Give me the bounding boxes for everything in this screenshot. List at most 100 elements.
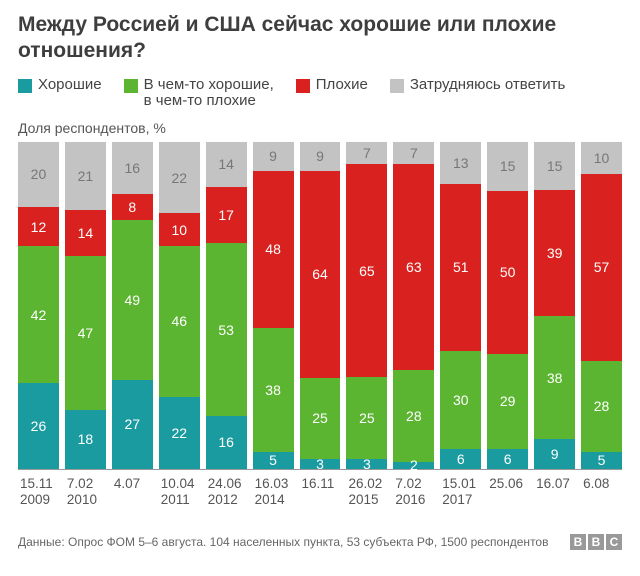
bar: 14175316 xyxy=(206,142,247,469)
bar-segment-dk: 9 xyxy=(300,142,341,171)
bar-segment-mixed: 42 xyxy=(18,246,59,383)
bar: 22104622 xyxy=(159,142,200,469)
segment-value: 16 xyxy=(125,161,141,175)
segment-value: 14 xyxy=(78,226,94,240)
segment-value: 29 xyxy=(500,394,516,408)
bar-segment-bad: 63 xyxy=(393,164,434,370)
bar-segment-dk: 9 xyxy=(253,142,294,171)
footer: Данные: Опрос ФОМ 5–6 августа. 104 насел… xyxy=(18,534,622,550)
segment-value: 10 xyxy=(594,151,610,165)
bar-segment-bad: 65 xyxy=(346,164,387,377)
segment-value: 14 xyxy=(218,157,234,171)
x-axis: 15.1120097.0220104.0710.04201124.0620121… xyxy=(18,476,622,508)
bar-segment-dk: 13 xyxy=(440,142,481,185)
bar-segment-good: 16 xyxy=(206,416,247,468)
bar-segment-good: 3 xyxy=(300,459,341,469)
x-tick-label: 10.042011 xyxy=(159,476,200,508)
segment-value: 3 xyxy=(316,457,324,471)
segment-value: 50 xyxy=(500,265,516,279)
segment-value: 48 xyxy=(265,242,281,256)
segment-value: 18 xyxy=(78,432,94,446)
segment-value: 9 xyxy=(551,447,559,461)
legend-label: Затрудняюсь ответить xyxy=(410,77,565,94)
bar-segment-good: 6 xyxy=(487,449,528,469)
bar-segment-mixed: 46 xyxy=(159,246,200,396)
segment-value: 39 xyxy=(547,246,563,260)
segment-value: 25 xyxy=(312,411,328,425)
bar: 7 63 28 2 xyxy=(393,142,434,469)
legend-item: Плохие xyxy=(296,77,368,94)
bar-segment-bad: 17 xyxy=(206,187,247,243)
segment-value: 51 xyxy=(453,260,469,274)
bar: 15 39 38 9 xyxy=(534,142,575,469)
y-axis-label: Доля респондентов, % xyxy=(18,120,622,136)
bar: 765253 xyxy=(346,142,387,469)
bar-segment-good: 18 xyxy=(65,410,106,469)
bar-segment-mixed: 28 xyxy=(581,361,622,453)
x-tick-label: 25.06 xyxy=(487,476,528,508)
bbc-b1: B xyxy=(570,534,586,550)
bar-segment-mixed: 28 xyxy=(393,370,434,462)
x-tick-label: 15.012017 xyxy=(440,476,481,508)
bar-segment-mixed: 25 xyxy=(346,377,387,459)
x-tick-label: 16.11 xyxy=(300,476,341,508)
bar-segment-good: 6 xyxy=(440,449,481,469)
segment-value: 12 xyxy=(31,220,47,234)
bar-segment-bad: 39 xyxy=(534,190,575,316)
bar: 13 51 30 6 xyxy=(440,142,481,469)
segment-value: 38 xyxy=(265,383,281,397)
bar-segment-mixed: 38 xyxy=(253,328,294,452)
bar-segment-bad: 57 xyxy=(581,174,622,360)
x-tick-label: 7.022016 xyxy=(393,476,434,508)
segment-value: 28 xyxy=(594,399,610,413)
legend-swatch xyxy=(296,79,310,93)
legend-swatch xyxy=(390,79,404,93)
segment-value: 42 xyxy=(31,308,47,322)
legend-item: Затрудняюсь ответить xyxy=(390,77,565,94)
bars-container: 2012422621144718168492722104622141753169… xyxy=(18,142,622,469)
segment-value: 20 xyxy=(31,167,47,181)
segment-value: 49 xyxy=(125,293,141,307)
bar-segment-bad: 14 xyxy=(65,210,106,256)
bar-segment-good: 5 xyxy=(253,452,294,468)
bar-segment-dk: 16 xyxy=(112,142,153,194)
segment-value: 2 xyxy=(410,458,418,472)
segment-value: 27 xyxy=(125,417,141,431)
bbc-b2: B xyxy=(588,534,604,550)
bar-segment-mixed: 49 xyxy=(112,220,153,380)
bar: 16 8 49 27 xyxy=(112,142,153,469)
segment-value: 26 xyxy=(31,419,47,433)
bar-segment-dk: 20 xyxy=(18,142,59,207)
bar-segment-bad: 48 xyxy=(253,171,294,328)
x-tick-label: 4.07 xyxy=(112,476,153,508)
bar-segment-dk: 10 xyxy=(581,142,622,175)
bar-segment-bad: 8 xyxy=(112,194,153,220)
bar-segment-mixed: 25 xyxy=(300,378,341,459)
bar-segment-mixed: 29 xyxy=(487,354,528,449)
segment-value: 9 xyxy=(269,149,277,163)
segment-value: 30 xyxy=(453,393,469,407)
segment-value: 5 xyxy=(269,453,277,467)
segment-value: 38 xyxy=(547,371,563,385)
bar-segment-dk: 22 xyxy=(159,142,200,214)
bar: 21144718 xyxy=(65,142,106,469)
segment-value: 15 xyxy=(500,159,516,173)
bar-segment-good: 27 xyxy=(112,380,153,468)
bar-segment-dk: 15 xyxy=(534,142,575,191)
legend-item: Хорошие xyxy=(18,77,102,94)
x-tick-label: 26.022015 xyxy=(346,476,387,508)
bar-segment-bad: 12 xyxy=(18,207,59,246)
chart-area: 2012422621144718168492722104622141753169… xyxy=(18,142,622,470)
segment-value: 64 xyxy=(312,267,328,281)
chart-title: Между Россией и США сейчас хорошие или п… xyxy=(18,12,622,65)
segment-value: 7 xyxy=(410,146,418,160)
legend-label: Плохие xyxy=(316,77,368,94)
bar-segment-bad: 10 xyxy=(159,213,200,246)
segment-value: 22 xyxy=(171,426,187,440)
segment-value: 28 xyxy=(406,409,422,423)
x-tick-label: 15.112009 xyxy=(18,476,59,508)
segment-value: 47 xyxy=(78,326,94,340)
segment-value: 65 xyxy=(359,264,375,278)
segment-value: 63 xyxy=(406,260,422,274)
bar-segment-good: 9 xyxy=(534,439,575,468)
